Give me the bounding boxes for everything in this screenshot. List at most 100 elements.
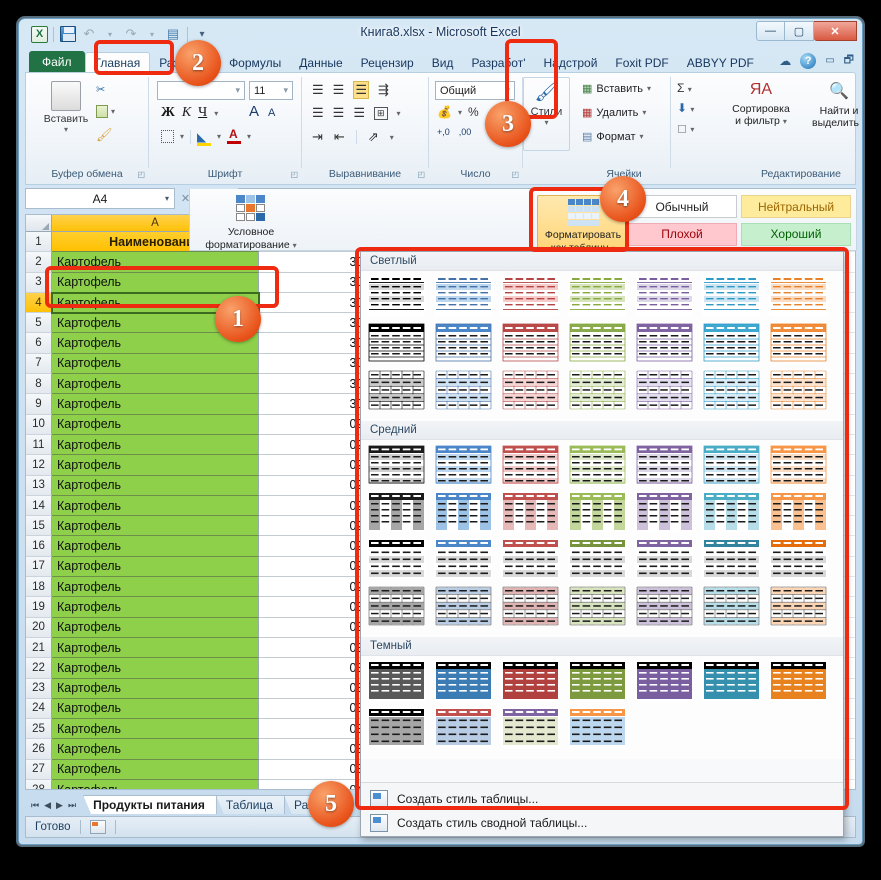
cell-a27[interactable]: Картофель (52, 759, 259, 781)
styles-button[interactable]: 🖌 Стили ▾ (523, 77, 570, 151)
table-style-thumbnail[interactable] (434, 322, 492, 363)
table-style-thumbnail[interactable] (568, 275, 626, 316)
tab-developer[interactable]: Разработ' (471, 55, 526, 70)
table-style-thumbnail[interactable] (769, 444, 827, 485)
table-style-thumbnail[interactable] (434, 660, 492, 701)
cell-a26[interactable]: Картофель (52, 739, 259, 760)
decrease-decimal-icon[interactable]: ,00 (458, 127, 472, 137)
table-style-thumbnail[interactable] (635, 538, 693, 579)
cell-a7[interactable]: Картофель (52, 353, 259, 375)
row-header[interactable]: 15 (26, 516, 52, 537)
row-header[interactable]: 2 (26, 252, 52, 273)
number-format-select[interactable]: Общий ▾ (435, 81, 515, 100)
row-header[interactable]: 24 (26, 698, 52, 720)
cell-a18[interactable]: Картофель (52, 577, 259, 598)
table-style-thumbnail[interactable] (434, 707, 492, 748)
row-header[interactable]: 11 (26, 434, 52, 456)
autosum-button[interactable]: Σ ▾ (677, 81, 692, 95)
table-style-thumbnail[interactable] (769, 538, 827, 579)
row-header[interactable]: 3 (26, 272, 52, 293)
name-box[interactable]: A4 ▾ (25, 188, 175, 209)
insert-cells-button[interactable]: ▦ Вставить ▾ (582, 82, 652, 96)
text-direction-icon[interactable]: ⇗ (367, 129, 379, 144)
new-pivot-style-item[interactable]: Создать стиль сводной таблицы... (361, 811, 843, 835)
row-header[interactable]: 4 (26, 292, 52, 314)
row-header[interactable]: 27 (26, 759, 52, 781)
table-style-thumbnail[interactable] (702, 444, 760, 485)
table-style-thumbnail[interactable] (501, 444, 559, 485)
font-size-input[interactable]: 11 ▾ (249, 81, 293, 100)
table-style-thumbnail[interactable] (367, 660, 425, 701)
table-style-thumbnail[interactable] (769, 491, 827, 532)
cell-a25[interactable]: Картофель (52, 719, 259, 740)
cell-a5[interactable]: Картофель (52, 313, 259, 334)
table-style-thumbnail[interactable] (434, 444, 492, 485)
table-style-thumbnail[interactable] (702, 538, 760, 579)
table-style-thumbnail[interactable] (434, 491, 492, 532)
increase-font-size-button[interactable]: A (249, 103, 260, 120)
table-style-thumbnail[interactable] (702, 369, 760, 410)
table-style-thumbnail[interactable] (635, 660, 693, 701)
row-header[interactable]: 16 (26, 536, 52, 557)
table-style-thumbnail[interactable] (635, 491, 693, 532)
row-header[interactable]: 23 (26, 678, 52, 699)
tab-formulas[interactable]: Формулы (229, 55, 282, 70)
record-macro-icon[interactable] (89, 820, 106, 834)
table-style-thumbnail[interactable] (769, 660, 827, 701)
table-style-thumbnail[interactable] (635, 585, 693, 626)
copy-button[interactable]: ▾ (96, 105, 115, 118)
table-style-thumbnail[interactable] (501, 491, 559, 532)
cut-button[interactable]: ✂ (96, 83, 105, 96)
new-table-style-item[interactable]: Создать стиль таблицы... (361, 787, 843, 811)
table-style-thumbnail[interactable] (769, 322, 827, 363)
excel-logo-icon[interactable]: X (31, 25, 48, 43)
align-top-icon[interactable]: ☰ (312, 82, 324, 97)
table-style-thumbnail[interactable] (635, 369, 693, 410)
sheet-tab-produkty-pitaniya[interactable]: Продукты питания (83, 795, 217, 814)
cell-a24[interactable]: Картофель (52, 698, 259, 720)
sort-filter-button[interactable]: ЯA Сортировка и фильтр ▾ (723, 81, 799, 127)
sheet-tab-tablica[interactable]: Таблица (215, 795, 285, 814)
table-style-thumbnail[interactable] (367, 444, 425, 485)
cancel-entry-icon[interactable]: ✕ (180, 193, 191, 205)
clear-button[interactable]: ◻ ▾ (677, 121, 695, 135)
row-header[interactable]: 5 (26, 313, 52, 334)
cell-style-normal[interactable]: Обычный (627, 195, 737, 218)
row-header[interactable]: 1 (26, 232, 52, 253)
row-header[interactable]: 14 (26, 495, 52, 517)
alignment-dialog-launcher[interactable]: ◰ (417, 170, 425, 179)
quick-print-icon[interactable]: ▤ (166, 26, 180, 41)
tab-addins[interactable]: Надстрой (543, 55, 598, 70)
table-style-thumbnail[interactable] (635, 322, 693, 363)
table-style-thumbnail[interactable] (501, 707, 559, 748)
customize-qat-icon[interactable]: ▾ (199, 28, 205, 40)
cell-a2[interactable]: Картофель (52, 252, 259, 273)
close-button[interactable]: ✕ (814, 21, 857, 41)
format-cells-button[interactable]: ▤ Формат ▾ (582, 130, 644, 144)
row-header[interactable]: 28 (26, 780, 52, 789)
table-style-thumbnail[interactable] (367, 707, 425, 748)
table-style-thumbnail[interactable] (434, 369, 492, 410)
paste-button[interactable]: Вставить ▾ (40, 81, 92, 134)
cell-a15[interactable]: Картофель (52, 516, 259, 537)
align-center-icon[interactable]: ☰ (332, 105, 345, 120)
tab-abbyy-pdf[interactable]: ABBYY PDF (686, 55, 754, 70)
cell-a11[interactable]: Картофель (52, 434, 259, 456)
row-header[interactable]: 20 (26, 617, 52, 638)
font-dialog-launcher[interactable]: ◰ (290, 170, 298, 179)
cell-a28[interactable]: Картофель (52, 780, 259, 789)
cell-a9[interactable]: Картофель (52, 394, 259, 415)
first-sheet-icon[interactable]: ⏮ (31, 800, 40, 810)
table-style-thumbnail[interactable] (702, 322, 760, 363)
row-header[interactable]: 17 (26, 556, 52, 578)
row-header[interactable]: 18 (26, 577, 52, 598)
cell-a3[interactable]: Картофель (52, 272, 259, 293)
bold-button[interactable]: Ж (161, 105, 175, 120)
italic-button[interactable]: К (181, 105, 192, 120)
last-sheet-icon[interactable]: ⏭ (67, 800, 77, 810)
row-header[interactable]: 13 (26, 475, 52, 496)
table-style-thumbnail[interactable] (568, 369, 626, 410)
chevron-down-icon[interactable]: ▾ (217, 132, 222, 141)
cell-a6[interactable]: Картофель (52, 333, 259, 354)
conditional-formatting-button[interactable]: Условное форматирование ▾ (205, 195, 297, 252)
